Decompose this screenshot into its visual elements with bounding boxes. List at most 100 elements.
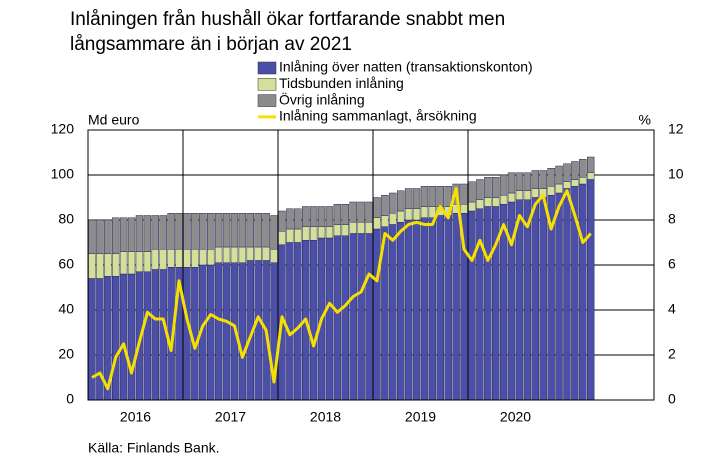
bar <box>104 219 112 254</box>
bar <box>523 172 532 191</box>
bar <box>254 213 262 248</box>
bar <box>222 213 231 248</box>
bar <box>143 251 152 272</box>
legend-label: Inlåning över natten (transaktionskonton… <box>279 59 533 75</box>
bar <box>515 172 524 191</box>
bar <box>270 249 278 263</box>
bar <box>404 188 413 209</box>
bar <box>523 190 532 200</box>
bar <box>515 190 524 200</box>
bar <box>254 246 262 261</box>
bar <box>507 192 516 203</box>
bar <box>199 249 207 266</box>
bar <box>484 177 492 198</box>
bar <box>389 224 397 401</box>
bar <box>563 188 571 401</box>
bar <box>143 271 152 401</box>
bar <box>119 273 128 401</box>
bar <box>587 179 595 401</box>
bar <box>214 213 223 248</box>
bar <box>341 204 350 225</box>
bar <box>207 264 215 401</box>
bar <box>579 183 587 401</box>
bar <box>571 161 579 180</box>
bar <box>262 246 270 261</box>
bar <box>365 233 373 401</box>
legend-swatch <box>257 78 277 91</box>
bar <box>357 233 365 401</box>
bar <box>183 267 191 401</box>
bar <box>412 188 421 209</box>
bar <box>460 183 468 205</box>
bar <box>112 253 120 277</box>
bar <box>539 170 547 189</box>
bar <box>428 186 437 207</box>
bar <box>468 210 476 401</box>
bar <box>587 156 595 173</box>
bar <box>317 206 326 227</box>
chart-title: Inlåningen från hushåll ökar fortfarande… <box>70 9 505 30</box>
y-axis-label: Md euro <box>88 112 140 128</box>
bar <box>563 163 571 182</box>
bar <box>484 197 492 207</box>
bar <box>143 215 152 252</box>
bar <box>119 217 128 252</box>
bar <box>127 217 136 252</box>
y2-tick-label: 0 <box>668 391 676 407</box>
bar <box>167 213 175 250</box>
x-tick-label: 2020 <box>500 409 531 425</box>
bar <box>104 253 112 277</box>
bar <box>294 242 302 401</box>
bar <box>96 253 104 279</box>
y2-tick-label: 10 <box>668 166 684 182</box>
bar <box>555 165 563 185</box>
bar <box>397 222 405 401</box>
bar <box>286 228 294 243</box>
bar <box>333 204 342 225</box>
bar <box>468 181 476 203</box>
x-tick-label: 2019 <box>405 409 436 425</box>
bar <box>404 208 413 221</box>
bar <box>499 174 508 196</box>
bar <box>309 240 318 401</box>
bar <box>159 215 167 250</box>
bar <box>222 262 231 401</box>
bar <box>112 276 120 401</box>
bar <box>294 228 302 243</box>
bar <box>531 197 539 401</box>
bar <box>175 249 183 268</box>
bar <box>397 210 405 223</box>
bar <box>333 224 342 236</box>
bar <box>349 201 357 223</box>
bar <box>476 208 484 401</box>
legend-swatch <box>257 61 277 75</box>
bar <box>127 273 136 401</box>
bar <box>389 192 397 214</box>
bar <box>389 213 397 225</box>
bar <box>420 186 429 207</box>
bar <box>302 206 310 227</box>
bar <box>183 249 191 268</box>
bar <box>539 197 547 401</box>
bar <box>278 210 286 232</box>
chart-title: långsammare än i början av 2021 <box>70 34 352 55</box>
bar <box>262 213 270 248</box>
bar <box>325 206 334 227</box>
bar <box>373 228 381 401</box>
bar <box>523 199 532 401</box>
bar <box>175 213 183 250</box>
y2-tick-label: 2 <box>668 346 676 362</box>
bar <box>151 269 159 401</box>
bar <box>96 219 104 254</box>
bar <box>135 215 144 252</box>
bar <box>333 235 342 401</box>
x-tick-label: 2017 <box>215 409 246 425</box>
bar <box>357 201 365 223</box>
bar <box>444 186 452 207</box>
line <box>91 187 592 391</box>
bar <box>349 233 357 401</box>
bar <box>579 159 587 178</box>
bar <box>555 183 563 194</box>
bar <box>507 172 516 194</box>
